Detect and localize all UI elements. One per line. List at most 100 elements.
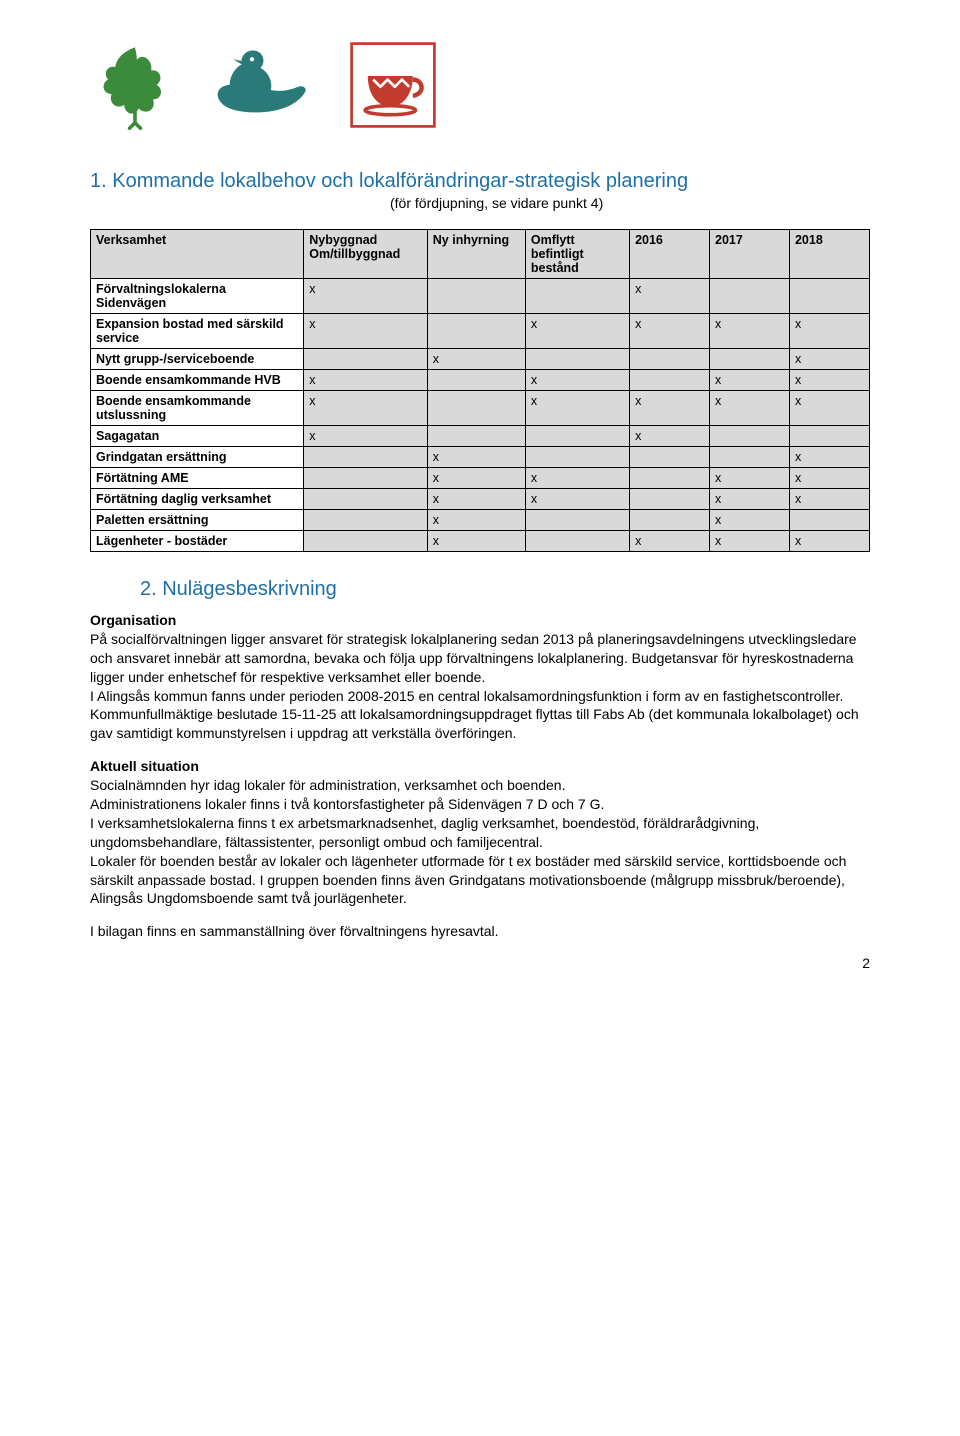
cell (710, 447, 790, 468)
cell (304, 531, 428, 552)
attachment-line: I bilagan finns en sammanställning över … (90, 922, 870, 941)
cell: x (630, 426, 710, 447)
cell (630, 349, 710, 370)
cell: x (630, 314, 710, 349)
row-label: Förtätning daglig verksamhet (91, 489, 304, 510)
cell (304, 447, 428, 468)
cell: x (427, 468, 525, 489)
cell (710, 426, 790, 447)
col-2017: 2017 (710, 230, 790, 279)
cell (525, 349, 629, 370)
cell (304, 349, 428, 370)
cell: x (789, 370, 869, 391)
table-row: Boende ensamkommande HVBxxxx (91, 370, 870, 391)
cell (427, 279, 525, 314)
cell: x (710, 370, 790, 391)
cell: x (525, 468, 629, 489)
row-label: Sagagatan (91, 426, 304, 447)
cell: x (304, 426, 428, 447)
situation-body: Socialnämnden hyr idag lokaler för admin… (90, 777, 846, 906)
row-label: Förvaltningslokalerna Sidenvägen (91, 279, 304, 314)
table-row: Sagagatanxx (91, 426, 870, 447)
section-1-subtitle: (för fördjupning, se vidare punkt 4) (90, 195, 870, 211)
cell (525, 531, 629, 552)
situation-block: Aktuell situation Socialnämnden hyr idag… (90, 757, 870, 908)
section-1-title: 1. Kommande lokalbehov och lokalförändri… (90, 170, 870, 193)
cell (427, 426, 525, 447)
cell (525, 510, 629, 531)
col-inhyrning: Ny inhyrning (427, 230, 525, 279)
page-number: 2 (862, 955, 870, 971)
cell: x (304, 391, 428, 426)
col-2016: 2016 (630, 230, 710, 279)
cell (789, 279, 869, 314)
cell: x (789, 314, 869, 349)
table-row: Boende ensamkommande utslussningxxxxx (91, 391, 870, 426)
cell (427, 391, 525, 426)
section-2-title: 2. Nulägesbeskrivning (140, 578, 870, 601)
cell: x (630, 531, 710, 552)
cell: x (789, 391, 869, 426)
cell (789, 510, 869, 531)
cell: x (427, 510, 525, 531)
cell: x (789, 468, 869, 489)
col-2018: 2018 (789, 230, 869, 279)
table-row: Grindgatan ersättning x x (91, 447, 870, 468)
teacup-icon (348, 40, 438, 130)
cell: x (304, 370, 428, 391)
table-row: Nytt grupp-/serviceboendexx (91, 349, 870, 370)
col-verksamhet: Verksamhet (91, 230, 304, 279)
cell (427, 370, 525, 391)
row-label: Grindgatan ersättning (91, 447, 304, 468)
row-label: Boende ensamkommande utslussning (91, 391, 304, 426)
cell: x (789, 531, 869, 552)
organisation-body: På socialförvaltningen ligger ansvaret f… (90, 631, 859, 741)
cell: x (789, 447, 869, 468)
organisation-heading: Organisation (90, 612, 176, 628)
row-label: Lägenheter - bostäder (91, 531, 304, 552)
cell: x (710, 468, 790, 489)
cell (630, 370, 710, 391)
cell: x (630, 391, 710, 426)
organisation-block: Organisation På socialförvaltningen ligg… (90, 611, 870, 743)
table-row: Förtätning AMExxxx (91, 468, 870, 489)
cell (304, 489, 428, 510)
cell: x (304, 279, 428, 314)
situation-heading: Aktuell situation (90, 758, 199, 774)
cell: x (789, 489, 869, 510)
cell: x (525, 370, 629, 391)
cell (427, 314, 525, 349)
cell: x (525, 314, 629, 349)
cell: x (427, 447, 525, 468)
cell: x (427, 531, 525, 552)
cell (630, 468, 710, 489)
cell: x (630, 279, 710, 314)
cell (525, 279, 629, 314)
cell (710, 349, 790, 370)
duck-icon (204, 40, 324, 130)
row-label: Förtätning AME (91, 468, 304, 489)
table-row: Paletten ersättning x x (91, 510, 870, 531)
col-nybyggnad: Nybyggnad Om/tillbyggnad (304, 230, 428, 279)
cell (630, 510, 710, 531)
cell (630, 489, 710, 510)
table-header-row: Verksamhet Nybyggnad Om/tillbyggnad Ny i… (91, 230, 870, 279)
table-row: Lägenheter - bostäderxxxx (91, 531, 870, 552)
row-label: Nytt grupp-/serviceboende (91, 349, 304, 370)
table-row: Förvaltningslokalerna Sidenvägenxx (91, 279, 870, 314)
table-row: Expansion bostad med särskild servicexxx… (91, 314, 870, 349)
table-row: Förtätning daglig verksamhetxxxx (91, 489, 870, 510)
cell: x (710, 531, 790, 552)
logo-row (90, 40, 870, 130)
row-label: Expansion bostad med särskild service (91, 314, 304, 349)
cell: x (525, 489, 629, 510)
planning-table: Verksamhet Nybyggnad Om/tillbyggnad Ny i… (90, 229, 870, 552)
cell (630, 447, 710, 468)
cell: x (525, 391, 629, 426)
cell (710, 279, 790, 314)
cell (789, 426, 869, 447)
row-label: Paletten ersättning (91, 510, 304, 531)
cell: x (710, 510, 790, 531)
col-omflytt: Omflytt befintligt bestånd (525, 230, 629, 279)
cell (304, 510, 428, 531)
